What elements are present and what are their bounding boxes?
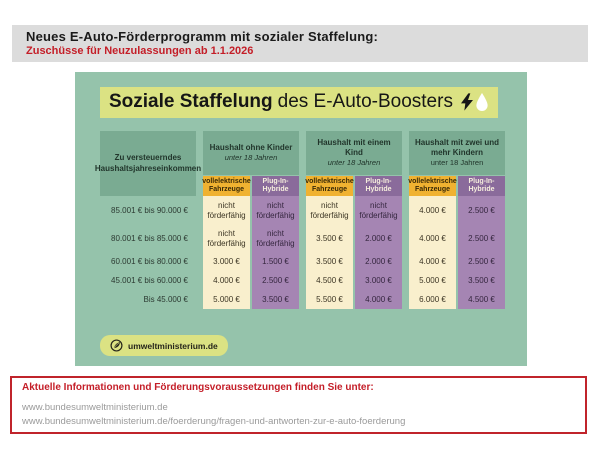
- source-badge-label: umweltministerium.de: [128, 340, 218, 351]
- phev-header: Plug-In-Hybride: [252, 176, 299, 196]
- phev-column: Plug-In-Hybride 2.500 € 2.500 € 2.500 € 3.50…: [458, 176, 505, 309]
- subsidy-cell: 5.000 €: [213, 294, 240, 304]
- group-subtitle: unter 18 Jahren: [327, 158, 381, 168]
- phev-header: Plug-In-Hybride: [355, 176, 402, 196]
- subsidy-cell: 2.000 €: [365, 233, 392, 243]
- footer-link: www.bundesumweltministerium.de/foerderun…: [22, 415, 406, 427]
- ev-header: vollelektrische Fahrzeuge: [408, 176, 457, 196]
- group-header: Haushalt ohne Kinder unter 18 Jahren: [203, 131, 299, 175]
- subsidy-cell: 4.000 €: [365, 294, 392, 304]
- group-title: Haushalt mit einem Kind: [317, 138, 391, 158]
- group-columns: vollelektrische Fahrzeuge nicht förderfäh…: [305, 176, 402, 309]
- subsidy-cell: nicht förderfähig: [207, 228, 246, 248]
- phev-header: Plug-In-Hybride: [458, 176, 505, 196]
- footer-info-box: Aktuelle Informationen und Förderungsvor…: [10, 376, 587, 434]
- subsidy-cell: 4.000 €: [419, 233, 446, 243]
- subsidy-cell: 4.000 €: [419, 256, 446, 266]
- page-header: Neues E-Auto-Förderprogramm mit sozialer…: [12, 25, 588, 62]
- footer-links: www.bundesumweltministerium.de www.bundes…: [22, 401, 575, 429]
- subsidy-cell: 5.000 €: [419, 275, 446, 285]
- column-group: Haushalt mit einem Kind unter 18 Jahren vo…: [305, 131, 402, 309]
- subsidy-cell: 2.500 €: [468, 256, 495, 266]
- ev-column: vollelektrische Fahrzeuge nicht förderfäh…: [202, 176, 251, 309]
- subsidy-cell: 3.500 €: [262, 294, 289, 304]
- subsidy-cell: 5.500 €: [316, 294, 343, 304]
- card-title-rest: des E-Auto-Boosters: [277, 91, 453, 112]
- group-title: Haushalt mit zwei und mehr Kindern: [414, 138, 499, 158]
- subsidy-cell: 4.500 €: [316, 275, 343, 285]
- footer-link: www.bundesumweltministerium.de: [22, 402, 168, 413]
- subsidy-cell: 4.000 €: [419, 205, 446, 215]
- subsidy-cell: 4.500 €: [468, 294, 495, 304]
- subsidy-cell: 3.000 €: [365, 275, 392, 285]
- group-subtitle: unter 18 Jahren: [224, 153, 278, 163]
- lightning-icon: [460, 93, 473, 111]
- subsidy-cell: nicht förderfähig: [256, 228, 295, 248]
- subsidy-cell: nicht förderfähig: [310, 200, 349, 220]
- subsidy-cell: nicht förderfähig: [359, 200, 398, 220]
- subsidy-cell: nicht förderfähig: [256, 200, 295, 220]
- phev-column: Plug-In-Hybride nicht förderfähig nicht fö…: [252, 176, 299, 309]
- group-header: Haushalt mit zwei und mehr Kindern unter …: [409, 131, 505, 175]
- drop-icon: [475, 93, 489, 111]
- income-header-cell: Zu versteuerndes Haushaltsjahreseinkomme…: [95, 131, 201, 196]
- group-title: Haushalt ohne Kinder: [209, 143, 293, 153]
- card-title: Soziale Staffelung des E-Auto-Boosters: [100, 87, 498, 118]
- footer-heading: Aktuelle Informationen und Förderungsvor…: [22, 382, 374, 393]
- subsidy-cell: 2.000 €: [365, 256, 392, 266]
- subsidy-cell: 3.500 €: [316, 233, 343, 243]
- subsidy-cell: 2.500 €: [262, 275, 289, 285]
- ev-header: vollelektrische Fahrzeuge: [305, 176, 354, 196]
- income-bracket: Bis 45.000 €: [143, 295, 188, 304]
- group-subtitle: unter 18 Jahren: [430, 158, 484, 168]
- subsidy-cell: 3.500 €: [468, 275, 495, 285]
- subsidy-cell: 1.500 €: [262, 256, 289, 266]
- subsidy-table: Zu versteuerndes Haushaltsjahreseinkomme…: [95, 131, 505, 309]
- income-bracket: 85.001 € bis 90.000 €: [111, 206, 188, 215]
- leaf-icon: [110, 339, 123, 352]
- column-group: Haushalt mit zwei und mehr Kindern unter …: [408, 131, 505, 309]
- subsidy-cell: 2.500 €: [468, 233, 495, 243]
- income-bracket: 60.001 € bis 80.000 €: [111, 257, 188, 266]
- infographic-card: Soziale Staffelung des E-Auto-Boosters Z…: [75, 72, 527, 366]
- page-subtitle: Zuschüsse für Neuzulassungen ab 1.1.2026: [26, 45, 254, 57]
- ev-column: vollelektrische Fahrzeuge 4.000 € 4.000 € 4…: [408, 176, 457, 309]
- page-title: Neues E-Auto-Förderprogramm mit sozialer…: [26, 29, 379, 44]
- subsidy-cell: 3.500 €: [316, 256, 343, 266]
- card-title-bold: Soziale Staffelung: [109, 91, 273, 112]
- ev-header: vollelektrische Fahrzeuge: [202, 176, 251, 196]
- income-bracket: 45.001 € bis 60.000 €: [111, 276, 188, 285]
- phev-column: Plug-In-Hybride nicht förderfähig 2.000 € 2…: [355, 176, 402, 309]
- income-bracket: 80.001 € bis 85.000 €: [111, 234, 188, 243]
- source-badge: umweltministerium.de: [100, 335, 228, 356]
- ev-column: vollelektrische Fahrzeuge nicht förderfäh…: [305, 176, 354, 309]
- subsidy-cell: 6.000 €: [419, 294, 446, 304]
- income-column: Zu versteuerndes Haushaltsjahreseinkomme…: [95, 131, 201, 309]
- group-header: Haushalt mit einem Kind unter 18 Jahren: [306, 131, 402, 175]
- subsidy-cell: 4.000 €: [213, 275, 240, 285]
- subsidy-cell: 2.500 €: [468, 205, 495, 215]
- group-columns: vollelektrische Fahrzeuge 4.000 € 4.000 € 4…: [408, 176, 505, 309]
- subsidy-cell: nicht förderfähig: [207, 200, 246, 220]
- column-group: Haushalt ohne Kinder unter 18 Jahren volle…: [202, 131, 299, 309]
- group-columns: vollelektrische Fahrzeuge nicht förderfäh…: [202, 176, 299, 309]
- subsidy-cell: 3.000 €: [213, 256, 240, 266]
